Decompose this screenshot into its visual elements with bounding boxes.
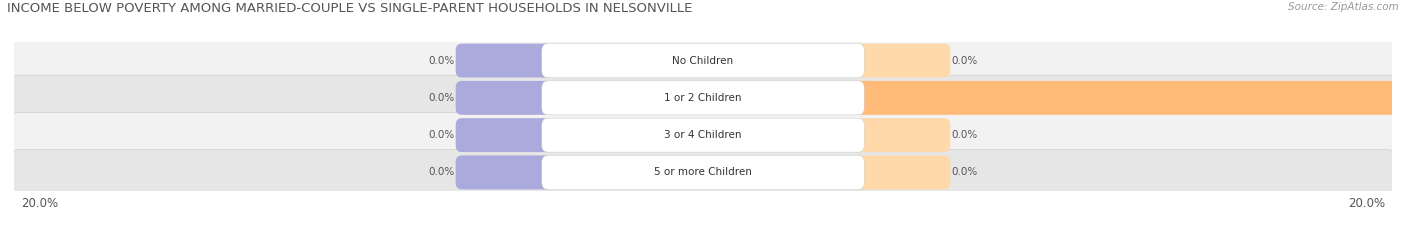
Text: 0.0%: 0.0% — [429, 168, 456, 177]
FancyBboxPatch shape — [541, 44, 865, 78]
FancyBboxPatch shape — [456, 118, 554, 152]
Text: 1 or 2 Children: 1 or 2 Children — [664, 93, 742, 103]
FancyBboxPatch shape — [13, 75, 1393, 121]
Text: 0.0%: 0.0% — [429, 93, 456, 103]
Text: Source: ZipAtlas.com: Source: ZipAtlas.com — [1288, 2, 1399, 12]
Text: INCOME BELOW POVERTY AMONG MARRIED-COUPLE VS SINGLE-PARENT HOUSEHOLDS IN NELSONV: INCOME BELOW POVERTY AMONG MARRIED-COUPL… — [7, 2, 692, 15]
Text: No Children: No Children — [672, 56, 734, 65]
FancyBboxPatch shape — [456, 44, 554, 78]
FancyBboxPatch shape — [852, 44, 950, 78]
FancyBboxPatch shape — [541, 81, 865, 115]
Text: 0.0%: 0.0% — [950, 130, 977, 140]
FancyBboxPatch shape — [852, 155, 950, 189]
FancyBboxPatch shape — [13, 112, 1393, 158]
Text: 0.0%: 0.0% — [950, 56, 977, 65]
Text: 0.0%: 0.0% — [950, 168, 977, 177]
FancyBboxPatch shape — [852, 118, 950, 152]
Text: 20.0%: 20.0% — [21, 197, 58, 210]
FancyBboxPatch shape — [852, 81, 1406, 115]
FancyBboxPatch shape — [456, 81, 554, 115]
Text: 3 or 4 Children: 3 or 4 Children — [664, 130, 742, 140]
Text: 0.0%: 0.0% — [429, 130, 456, 140]
FancyBboxPatch shape — [541, 155, 865, 189]
FancyBboxPatch shape — [13, 150, 1393, 195]
FancyBboxPatch shape — [13, 38, 1393, 83]
Text: 0.0%: 0.0% — [429, 56, 456, 65]
FancyBboxPatch shape — [541, 118, 865, 152]
FancyBboxPatch shape — [456, 155, 554, 189]
Text: 20.0%: 20.0% — [1348, 197, 1385, 210]
Text: 5 or more Children: 5 or more Children — [654, 168, 752, 177]
